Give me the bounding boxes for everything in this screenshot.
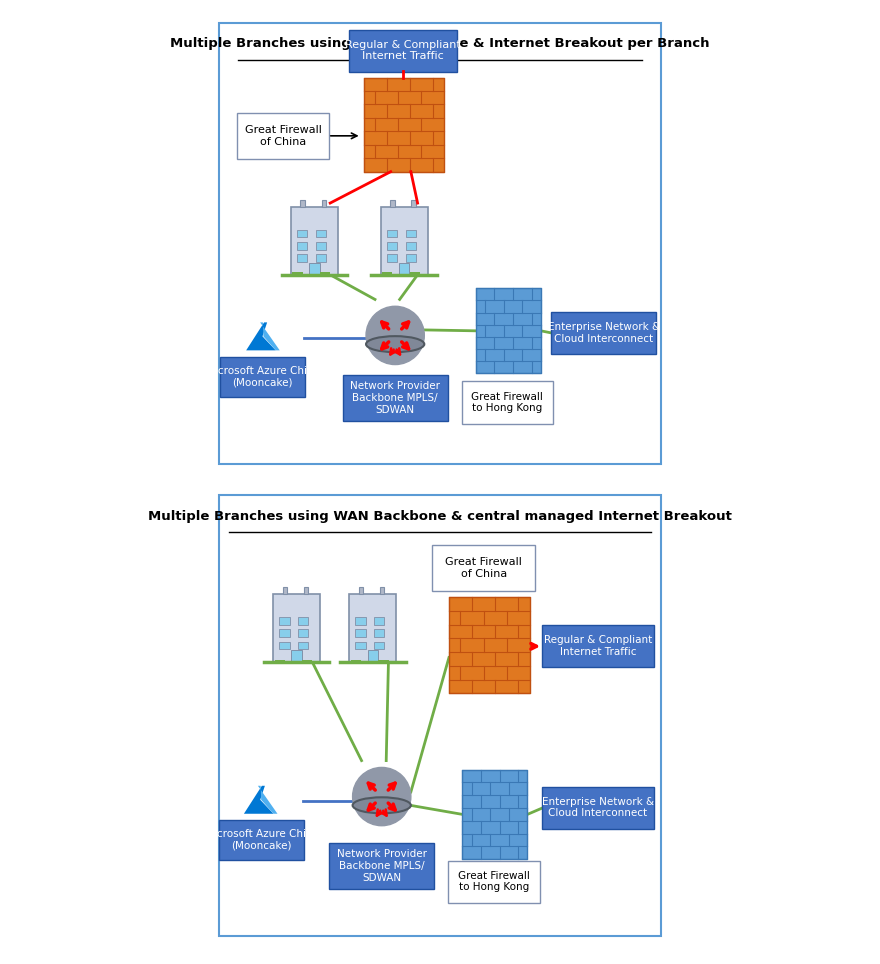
Polygon shape — [246, 322, 275, 350]
Text: Multiple Branches using WAN Backbone & Internet Breakout per Branch: Multiple Branches using WAN Backbone & I… — [170, 38, 710, 50]
FancyBboxPatch shape — [410, 273, 420, 275]
FancyBboxPatch shape — [282, 587, 287, 594]
FancyBboxPatch shape — [349, 30, 457, 71]
FancyBboxPatch shape — [542, 626, 654, 667]
FancyBboxPatch shape — [462, 769, 527, 859]
FancyBboxPatch shape — [316, 229, 326, 237]
FancyBboxPatch shape — [279, 629, 290, 637]
FancyBboxPatch shape — [387, 229, 397, 237]
FancyBboxPatch shape — [448, 861, 539, 902]
FancyBboxPatch shape — [374, 629, 385, 637]
FancyBboxPatch shape — [356, 617, 366, 625]
FancyBboxPatch shape — [551, 312, 656, 354]
FancyBboxPatch shape — [359, 587, 363, 594]
Polygon shape — [258, 786, 277, 814]
FancyBboxPatch shape — [378, 659, 389, 662]
FancyBboxPatch shape — [291, 650, 302, 662]
FancyBboxPatch shape — [300, 200, 305, 206]
Circle shape — [353, 767, 411, 826]
Text: Microsoft Azure China
(Mooncake): Microsoft Azure China (Mooncake) — [206, 366, 319, 388]
FancyBboxPatch shape — [298, 641, 308, 649]
FancyBboxPatch shape — [387, 254, 397, 262]
FancyBboxPatch shape — [374, 617, 385, 625]
Circle shape — [366, 307, 424, 364]
Text: Enterprise Network &
Cloud Interconnect: Enterprise Network & Cloud Interconnect — [542, 797, 654, 818]
FancyBboxPatch shape — [380, 587, 385, 594]
FancyBboxPatch shape — [449, 597, 530, 693]
FancyBboxPatch shape — [363, 77, 444, 172]
FancyBboxPatch shape — [406, 229, 416, 237]
FancyBboxPatch shape — [432, 545, 535, 591]
FancyBboxPatch shape — [220, 357, 305, 397]
FancyBboxPatch shape — [320, 273, 330, 275]
FancyBboxPatch shape — [219, 495, 661, 936]
FancyBboxPatch shape — [297, 229, 307, 237]
FancyBboxPatch shape — [310, 262, 319, 275]
Ellipse shape — [353, 797, 411, 814]
FancyBboxPatch shape — [291, 206, 338, 275]
FancyBboxPatch shape — [461, 382, 553, 423]
FancyBboxPatch shape — [321, 200, 326, 206]
FancyBboxPatch shape — [219, 23, 661, 464]
FancyBboxPatch shape — [382, 273, 392, 275]
FancyBboxPatch shape — [351, 659, 361, 662]
FancyBboxPatch shape — [356, 641, 366, 649]
FancyBboxPatch shape — [297, 254, 307, 262]
Text: Regular & Compliant
Internet Traffic: Regular & Compliant Internet Traffic — [544, 635, 652, 657]
Text: Great Firewall
to Hong Kong: Great Firewall to Hong Kong — [472, 391, 543, 414]
FancyBboxPatch shape — [342, 375, 448, 421]
FancyBboxPatch shape — [279, 617, 290, 625]
FancyBboxPatch shape — [238, 113, 329, 159]
FancyBboxPatch shape — [390, 200, 395, 206]
Text: Multiple Branches using WAN Backbone & central managed Internet Breakout: Multiple Branches using WAN Backbone & c… — [148, 510, 732, 522]
Text: Microsoft Azure China
(Mooncake): Microsoft Azure China (Mooncake) — [205, 829, 319, 851]
FancyBboxPatch shape — [279, 641, 290, 649]
FancyBboxPatch shape — [219, 820, 304, 860]
FancyBboxPatch shape — [406, 242, 416, 250]
Polygon shape — [244, 786, 274, 814]
FancyBboxPatch shape — [292, 273, 303, 275]
FancyBboxPatch shape — [411, 200, 416, 206]
Ellipse shape — [366, 336, 424, 352]
Text: Regular & Compliant
Internet Traffic: Regular & Compliant Internet Traffic — [345, 40, 461, 62]
Text: Network Provider
Backbone MPLS/
SDWAN: Network Provider Backbone MPLS/ SDWAN — [350, 382, 440, 415]
FancyBboxPatch shape — [316, 254, 326, 262]
FancyBboxPatch shape — [298, 617, 308, 625]
Text: Great Firewall
of China: Great Firewall of China — [245, 125, 321, 147]
FancyBboxPatch shape — [476, 288, 541, 373]
FancyBboxPatch shape — [304, 587, 308, 594]
FancyBboxPatch shape — [302, 659, 312, 662]
Text: Great Firewall
of China: Great Firewall of China — [445, 557, 522, 578]
FancyBboxPatch shape — [297, 242, 307, 250]
FancyBboxPatch shape — [542, 787, 654, 829]
FancyBboxPatch shape — [273, 594, 320, 662]
FancyBboxPatch shape — [387, 242, 397, 250]
Text: Great Firewall
to Hong Kong: Great Firewall to Hong Kong — [458, 870, 530, 893]
FancyBboxPatch shape — [399, 262, 409, 275]
Text: Enterprise Network &
Cloud Interconnect: Enterprise Network & Cloud Interconnect — [547, 322, 660, 344]
FancyBboxPatch shape — [298, 629, 308, 637]
FancyBboxPatch shape — [381, 206, 428, 275]
FancyBboxPatch shape — [316, 242, 326, 250]
FancyBboxPatch shape — [329, 843, 434, 889]
FancyBboxPatch shape — [356, 629, 366, 637]
FancyBboxPatch shape — [368, 650, 378, 662]
FancyBboxPatch shape — [275, 659, 285, 662]
FancyBboxPatch shape — [406, 254, 416, 262]
Text: Network Provider
Backbone MPLS/
SDWAN: Network Provider Backbone MPLS/ SDWAN — [337, 849, 427, 882]
Polygon shape — [260, 322, 280, 350]
FancyBboxPatch shape — [349, 594, 396, 662]
FancyBboxPatch shape — [374, 641, 385, 649]
